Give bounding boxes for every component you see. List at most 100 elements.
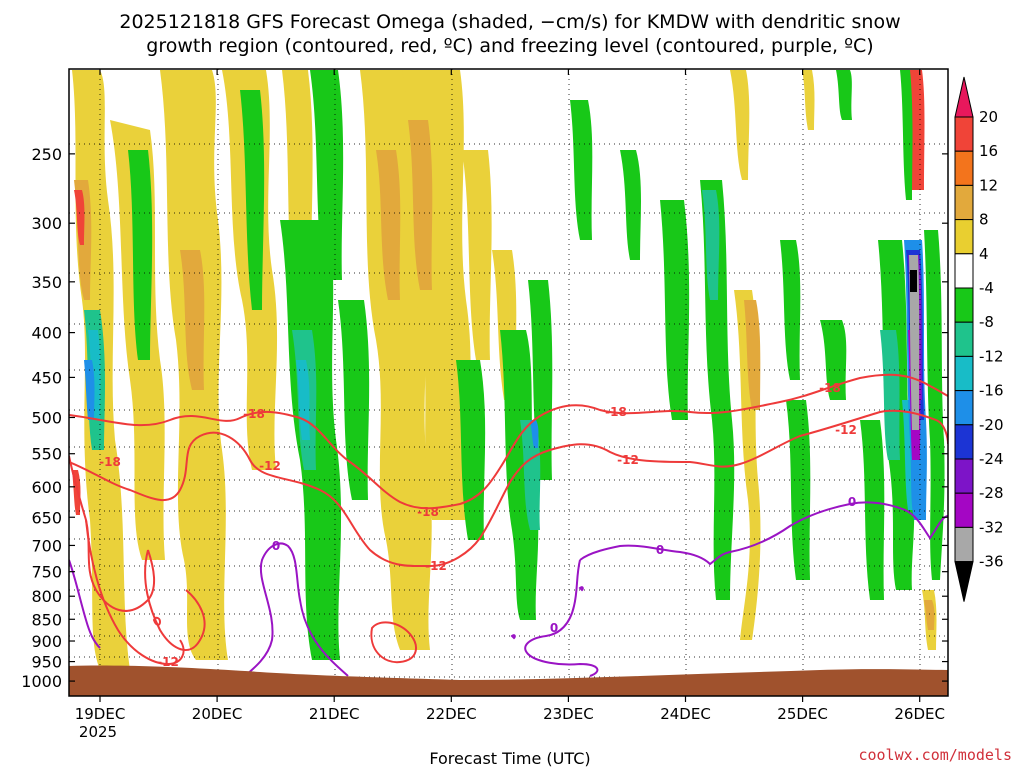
colorbar-label: -12	[979, 347, 1004, 365]
contour-label: 0	[848, 495, 856, 509]
y-tick-label: 850	[31, 610, 62, 629]
colorbar-segment	[954, 424, 974, 460]
omega-region-green	[240, 90, 265, 310]
colorbar-label: -32	[979, 518, 1004, 536]
contour-label: -12	[835, 423, 857, 437]
x-tick-label: 20DEC	[192, 705, 243, 723]
contour-label: -18	[605, 405, 627, 419]
plot-frame	[68, 68, 949, 697]
contour-minus18	[69, 373, 948, 510]
colorbar: 20 16 12 8 4 -4 -8 -12 -16 -20 -24 -28 -32 -36	[954, 76, 1004, 602]
colorbar-segment	[954, 561, 974, 602]
colorbar-segment	[954, 150, 974, 186]
colorbar-segment	[954, 492, 974, 528]
colorbar-label: -36	[979, 553, 1004, 571]
chart-title-line1: 2025121818 GFS Forecast Omega (shaded, −…	[119, 11, 900, 33]
freezing-level-contours	[69, 501, 948, 681]
contour-minus12	[69, 455, 155, 612]
colorbar-label: -24	[979, 450, 1004, 468]
omega-region-yellow	[462, 150, 492, 360]
omega-region-green	[780, 240, 801, 380]
omega-region-gray	[909, 255, 920, 430]
contour-zero	[579, 501, 948, 566]
y-tick-label: 550	[31, 445, 62, 464]
colorbar-label: -4	[979, 279, 994, 297]
colorbar-segment	[954, 390, 974, 426]
x-tick-label: 19DEC	[75, 705, 126, 723]
x-axis-label: Forecast Time (UTC)	[429, 749, 590, 768]
y-tick-label: 350	[31, 273, 62, 292]
omega-region-green	[620, 150, 641, 260]
y-tick-label: 950	[31, 653, 62, 672]
contour-label: -18	[243, 407, 265, 421]
y-tick-label: 1000	[21, 672, 62, 691]
omega-region-green	[570, 100, 593, 240]
colorbar-label: -28	[979, 484, 1004, 502]
omega-region-green	[500, 330, 539, 620]
colorbar-segment	[954, 287, 974, 323]
contour-minus12	[85, 519, 185, 666]
contour-labels: -18 -18 -12 -18 -12 -12 -18 -12 -18 -12 …	[99, 381, 857, 669]
contour-label: -18	[99, 455, 121, 469]
colorbar-label: -8	[979, 313, 994, 331]
plot-area: -18 -18 -12 -18 -12 -12 -18 -12 -18 -12 …	[69, 69, 948, 696]
contour-label: -12	[259, 459, 281, 473]
y-tick-label: 400	[31, 324, 62, 343]
dgz-contours	[69, 373, 948, 666]
colorbar-segment	[954, 458, 974, 494]
contour-small-loop	[152, 616, 162, 626]
omega-region-yellow	[802, 70, 815, 130]
colorbar-segment	[954, 116, 974, 152]
y-tick-label: 900	[31, 632, 62, 651]
omega-region-black	[910, 270, 917, 292]
ground-surface	[69, 665, 948, 696]
colorbar-label: -16	[979, 382, 1004, 400]
colorbar-label: 4	[979, 245, 989, 263]
x-tick-label: 23DEC	[543, 705, 594, 723]
omega-region-red	[74, 190, 85, 245]
y-tick-label: 250	[31, 145, 62, 164]
omega-region-green	[786, 400, 811, 580]
contour-label: -18	[819, 381, 841, 395]
contour-label: 0	[656, 543, 664, 557]
omega-region-teal	[880, 330, 900, 460]
contour-zero	[524, 559, 599, 677]
colorbar-segment	[954, 184, 974, 221]
contour-zero-dot	[578, 586, 584, 592]
x-year-label: 2025	[79, 723, 117, 741]
y-axis: 250 300 350 400 450 500 550 600 650 700 750 800 850 9…	[21, 145, 948, 691]
omega-region-green	[128, 150, 153, 360]
x-axis: 19DEC 20DEC 21DEC 22DEC 23DEC 24DEC 25DEC 26DEC	[75, 69, 945, 723]
y-tick-label: 450	[31, 368, 62, 387]
omega-region-cyan	[88, 330, 101, 420]
colorbar-segment	[954, 253, 974, 289]
contour-zero	[69, 559, 101, 649]
colorbar-segment	[954, 526, 974, 563]
omega-region-blue	[530, 420, 539, 448]
omega-region-green	[820, 320, 847, 400]
y-tick-label: 700	[31, 536, 62, 555]
y-tick-label: 750	[31, 563, 62, 582]
colorbar-segment	[954, 321, 974, 357]
colorbar-label: 8	[979, 211, 989, 229]
contour-minus12	[144, 549, 206, 652]
omega-region-green	[900, 70, 913, 200]
omega-region-green	[310, 70, 344, 280]
colorbar-segment	[954, 355, 974, 392]
colorbar-segment	[954, 219, 974, 255]
y-tick-label: 800	[31, 587, 62, 606]
y-tick-label: 500	[31, 408, 62, 427]
contour-small-loop	[370, 621, 417, 664]
colorbar-label: -20	[979, 416, 1004, 434]
omega-region-yellow	[730, 70, 750, 180]
contour-minus12	[69, 409, 948, 568]
omega-region-orange	[408, 120, 433, 290]
y-tick-label: 650	[31, 508, 62, 527]
x-tick-label: 24DEC	[660, 705, 711, 723]
contour-zero	[239, 542, 349, 681]
colorbar-label: 20	[979, 108, 998, 126]
contour-zero-dot	[510, 634, 516, 640]
omega-region-orange	[376, 150, 401, 300]
colorbar-segment	[954, 76, 974, 118]
omega-region-blue	[84, 360, 95, 420]
